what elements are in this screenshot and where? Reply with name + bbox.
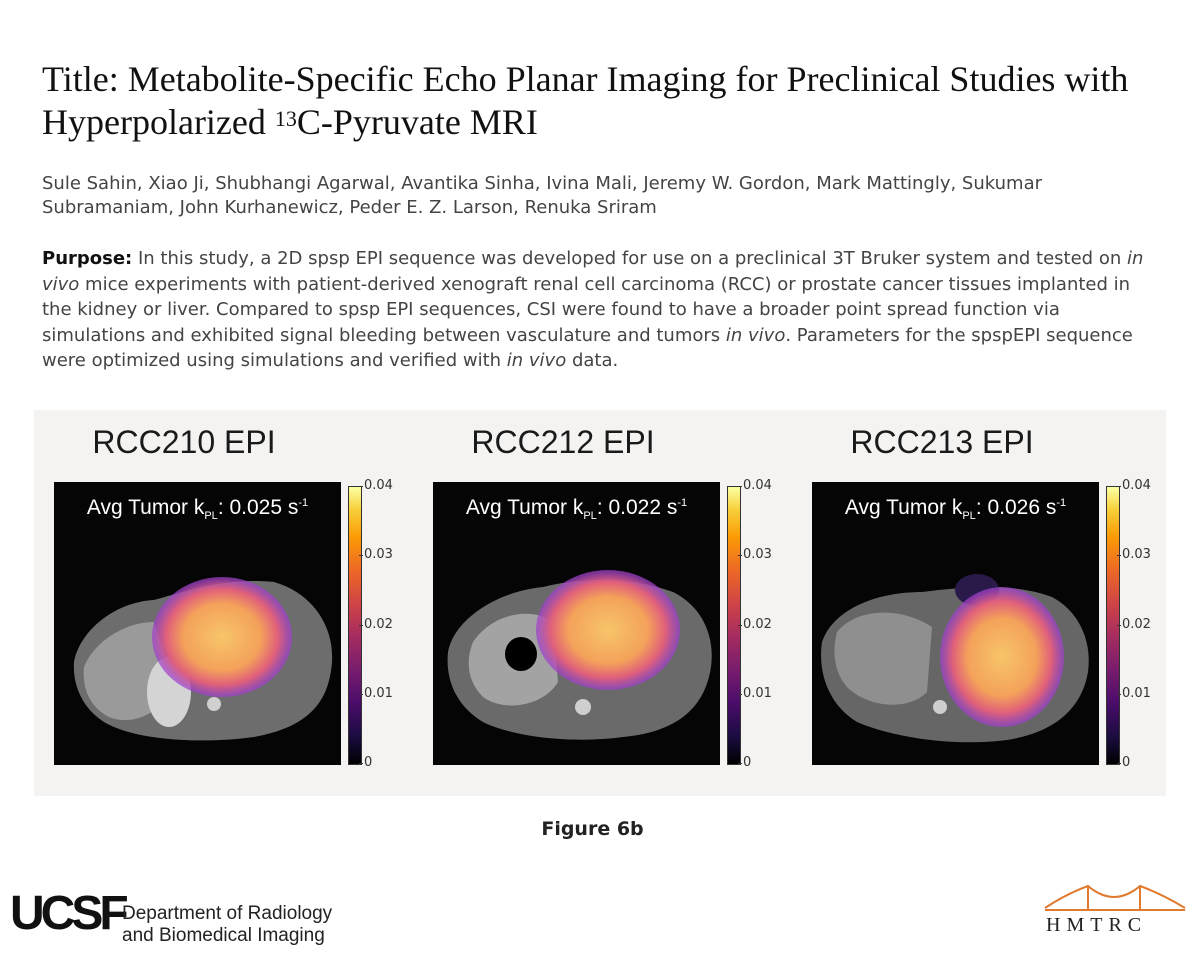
avg-tumor-kpl-label: Avg Tumor kPL: 0.022 s-1 xyxy=(465,496,688,523)
hmtrc-logo: HMTRC xyxy=(1046,914,1148,936)
colorbar-tick: 0.01 xyxy=(1117,686,1151,701)
ucsf-logo: UCSF xyxy=(10,887,129,940)
panel-rcc213: RCC213 EPI Avg Tumor kPL: 0.026 s-1 0.04… xyxy=(792,410,1162,796)
avg-tumor-kpl-label: Avg Tumor kPL: 0.026 s-1 xyxy=(844,496,1067,523)
mri-scan-graphic xyxy=(821,574,1089,743)
mri-scan-graphic xyxy=(73,577,333,741)
panel-title: RCC213 EPI xyxy=(850,424,1034,460)
panel-title: RCC212 EPI xyxy=(471,424,655,460)
mri-image: Avg Tumor kPL: 0.022 s-1 xyxy=(433,482,720,765)
colorbar-tick: 0.02 xyxy=(738,617,772,632)
paper-title: Title: Metabolite-Specific Echo Planar I… xyxy=(42,59,1129,142)
colorbar-tick: 0 xyxy=(358,755,373,770)
colorbar-tick: 0.03 xyxy=(738,547,772,562)
figure-caption: Figure 6b xyxy=(541,818,644,840)
colorbar-tick: 0.04 xyxy=(1117,478,1151,493)
colorbar-tick: 0.03 xyxy=(1117,547,1151,562)
colorbar-tick: 0.02 xyxy=(1117,617,1151,632)
colorbar-tick: 0 xyxy=(1116,755,1131,770)
panel-rcc212: RCC212 EPI Avg Tumor kPL: 0.022 s-1 0.04… xyxy=(413,410,783,796)
purpose-label: Purpose: xyxy=(42,248,133,269)
mri-scan-graphic xyxy=(447,570,712,740)
colorbar-tick: 0.01 xyxy=(738,686,772,701)
colorbar-tick: 0.03 xyxy=(359,547,393,562)
colorbar-tick: 0 xyxy=(737,755,752,770)
author-list: Sule Sahin, Xiao Ji, Shubhangi Agarwal, … xyxy=(42,173,1043,218)
colorbar-tick: 0.02 xyxy=(359,617,393,632)
mri-image: Avg Tumor kPL: 0.026 s-1 xyxy=(812,482,1099,765)
panel-rcc210: RCC210 EPI Avg Tumor kPL: 0.025 s-1 0.04… xyxy=(34,410,404,796)
colorbar-tick: 0.04 xyxy=(359,478,393,493)
avg-tumor-kpl-label: Avg Tumor kPL: 0.025 s-1 xyxy=(86,496,309,523)
abstract-purpose: Purpose: In this study, a 2D spsp EPI se… xyxy=(42,248,1144,371)
mri-image: Avg Tumor kPL: 0.025 s-1 xyxy=(54,482,341,765)
colorbar-tick: 0.04 xyxy=(738,478,772,493)
golden-gate-bridge-icon xyxy=(1044,885,1186,911)
department-name: Department of Radiology and Biomedical I… xyxy=(122,903,333,946)
figure-6b: RCC210 EPI Avg Tumor kPL: 0.025 s-1 0.04… xyxy=(34,410,1166,796)
colorbar-tick: 0.01 xyxy=(359,686,393,701)
panel-title: RCC210 EPI xyxy=(92,424,276,460)
